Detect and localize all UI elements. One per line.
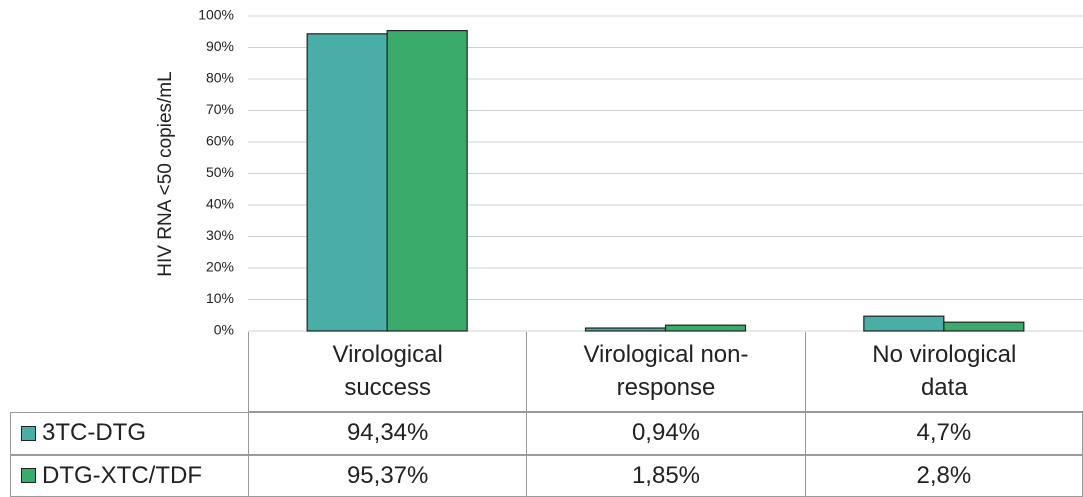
bar (306, 33, 388, 332)
y-tick-label: 70% (206, 101, 234, 117)
data-label: 0,94% (526, 412, 805, 455)
y-axis-label: HIV RNA <50 copies/mL (155, 71, 176, 276)
legend-entry: DTG-XTC/TDF (10, 454, 248, 497)
bar (386, 29, 468, 332)
bar (584, 327, 667, 332)
y-tick-label: 0% (214, 322, 234, 335)
legend-key (21, 425, 36, 441)
bar (664, 324, 747, 332)
y-tick-label: 80% (206, 70, 234, 86)
category-label: Virological success (248, 332, 527, 412)
data-label: 94,34% (248, 412, 527, 455)
legend-label: DTG-XTC/TDF (42, 461, 202, 489)
data-label: 1,85% (526, 454, 805, 497)
data-label: 4,7% (804, 412, 1083, 455)
legend-entry: 3TC-DTG (10, 412, 248, 455)
y-tick-label: 30% (206, 227, 234, 243)
legend-key (21, 468, 36, 484)
data-label: 2,8% (804, 454, 1083, 497)
category-label: No virological data (804, 332, 1083, 412)
data-label: 95,37% (248, 454, 527, 497)
y-tick-label: 20% (206, 259, 234, 275)
plot: HIV RNA <50 copies/mL 0% 10% 20% 30% 40% 50% 6… (155, 7, 1083, 335)
category-label: Virological non-response (526, 332, 805, 412)
bar (863, 315, 945, 332)
y-tick-label: 100% (198, 7, 234, 23)
y-tick-label: 40% (206, 196, 234, 212)
bar (943, 321, 1025, 332)
y-tick-label: 90% (206, 38, 234, 54)
y-tick-label: 50% (206, 164, 234, 180)
legend-label: 3TC-DTG (42, 419, 146, 447)
y-tick-label: 10% (206, 290, 234, 306)
y-tick-label: 60% (206, 133, 234, 149)
